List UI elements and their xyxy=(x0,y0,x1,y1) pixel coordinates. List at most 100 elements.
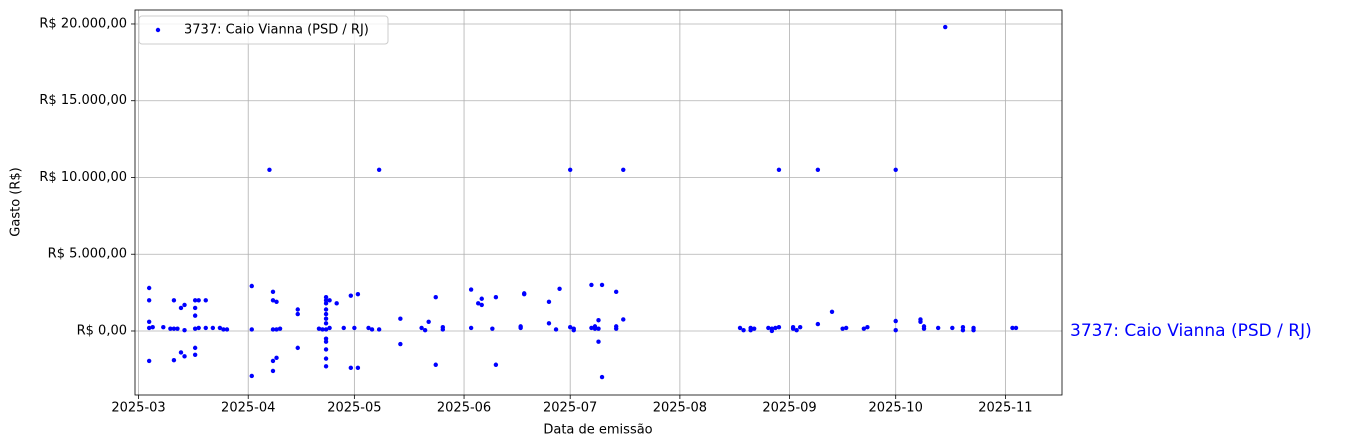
point xyxy=(376,167,382,173)
point xyxy=(203,298,208,303)
point xyxy=(479,302,484,308)
point xyxy=(518,324,523,329)
point xyxy=(323,347,329,352)
point xyxy=(741,328,746,333)
point xyxy=(146,325,152,331)
point xyxy=(589,282,594,288)
point xyxy=(766,325,771,331)
y-tick-label: R$ 5.000,00 xyxy=(48,247,127,262)
y-tick-label: R$ 10.000,00 xyxy=(39,170,127,185)
point xyxy=(918,319,923,324)
point xyxy=(960,324,966,330)
point xyxy=(493,295,499,300)
point xyxy=(398,316,403,321)
point xyxy=(468,325,474,331)
point xyxy=(921,326,927,331)
point xyxy=(192,313,198,318)
point xyxy=(316,326,322,331)
point xyxy=(557,286,562,291)
point xyxy=(419,325,424,331)
point xyxy=(737,325,743,331)
point xyxy=(893,167,898,173)
legend-box xyxy=(138,15,389,45)
x-tick-label: 2025-11 xyxy=(978,401,1032,416)
point xyxy=(196,325,201,331)
point xyxy=(274,355,279,361)
point xyxy=(196,298,201,303)
point xyxy=(546,299,552,305)
point xyxy=(295,307,300,312)
plot-frame xyxy=(134,9,1063,396)
point xyxy=(599,374,605,380)
point xyxy=(327,298,332,303)
point xyxy=(221,327,226,332)
point xyxy=(323,295,329,300)
point xyxy=(440,324,446,330)
point xyxy=(192,298,198,303)
point xyxy=(571,328,576,333)
point xyxy=(776,167,782,173)
point xyxy=(422,328,428,333)
point xyxy=(797,324,803,330)
point xyxy=(476,301,481,306)
point xyxy=(596,326,601,331)
point xyxy=(171,298,177,303)
x-tick-label: 2025-10 xyxy=(869,401,923,416)
point xyxy=(769,328,775,334)
point xyxy=(369,327,375,332)
x-tick-label: 2025-05 xyxy=(327,401,381,416)
point xyxy=(621,317,626,322)
point xyxy=(323,316,329,321)
point xyxy=(1013,325,1019,331)
ticks: 2025-03 2025-04 2025-05 2025-06 2025-07 2025-… xyxy=(39,16,1032,415)
point xyxy=(521,291,527,297)
point xyxy=(960,328,966,333)
point xyxy=(323,311,329,317)
point xyxy=(790,324,796,330)
legend: 3737: Caio Vianna (PSD / RJ) xyxy=(138,15,389,45)
point xyxy=(323,356,329,361)
x-axis-label: Data de emissão xyxy=(543,423,652,438)
point xyxy=(210,325,216,331)
point xyxy=(327,325,332,331)
point xyxy=(146,319,152,324)
point xyxy=(146,358,152,364)
point xyxy=(295,311,300,317)
point xyxy=(621,167,626,173)
point xyxy=(150,324,155,330)
point xyxy=(567,324,573,330)
point xyxy=(323,327,329,332)
point xyxy=(203,325,208,331)
x-tick-label: 2025-06 xyxy=(437,401,491,416)
point xyxy=(596,318,601,323)
point xyxy=(182,354,187,359)
point xyxy=(182,328,187,333)
point xyxy=(840,326,845,331)
point xyxy=(599,282,605,288)
x-tick-label: 2025-07 xyxy=(543,401,597,416)
point xyxy=(613,326,619,331)
point xyxy=(748,328,753,333)
point xyxy=(943,24,948,30)
point xyxy=(249,283,254,289)
point xyxy=(178,350,184,355)
point xyxy=(192,305,198,311)
point xyxy=(323,321,329,326)
point xyxy=(398,341,403,347)
point xyxy=(352,325,357,331)
x-tick-label: 2025-09 xyxy=(762,401,816,416)
point xyxy=(893,328,898,333)
point xyxy=(334,301,339,306)
point xyxy=(829,309,835,314)
point xyxy=(355,365,361,371)
point xyxy=(323,364,329,369)
point xyxy=(270,298,276,303)
x-tick-label: 2025-08 xyxy=(653,401,707,416)
point xyxy=(751,326,757,331)
annotation: 3737: Caio Vianna (PSD / RJ) xyxy=(1070,321,1312,341)
point xyxy=(348,293,354,298)
point xyxy=(249,327,254,332)
point xyxy=(971,328,976,333)
point xyxy=(433,295,438,300)
